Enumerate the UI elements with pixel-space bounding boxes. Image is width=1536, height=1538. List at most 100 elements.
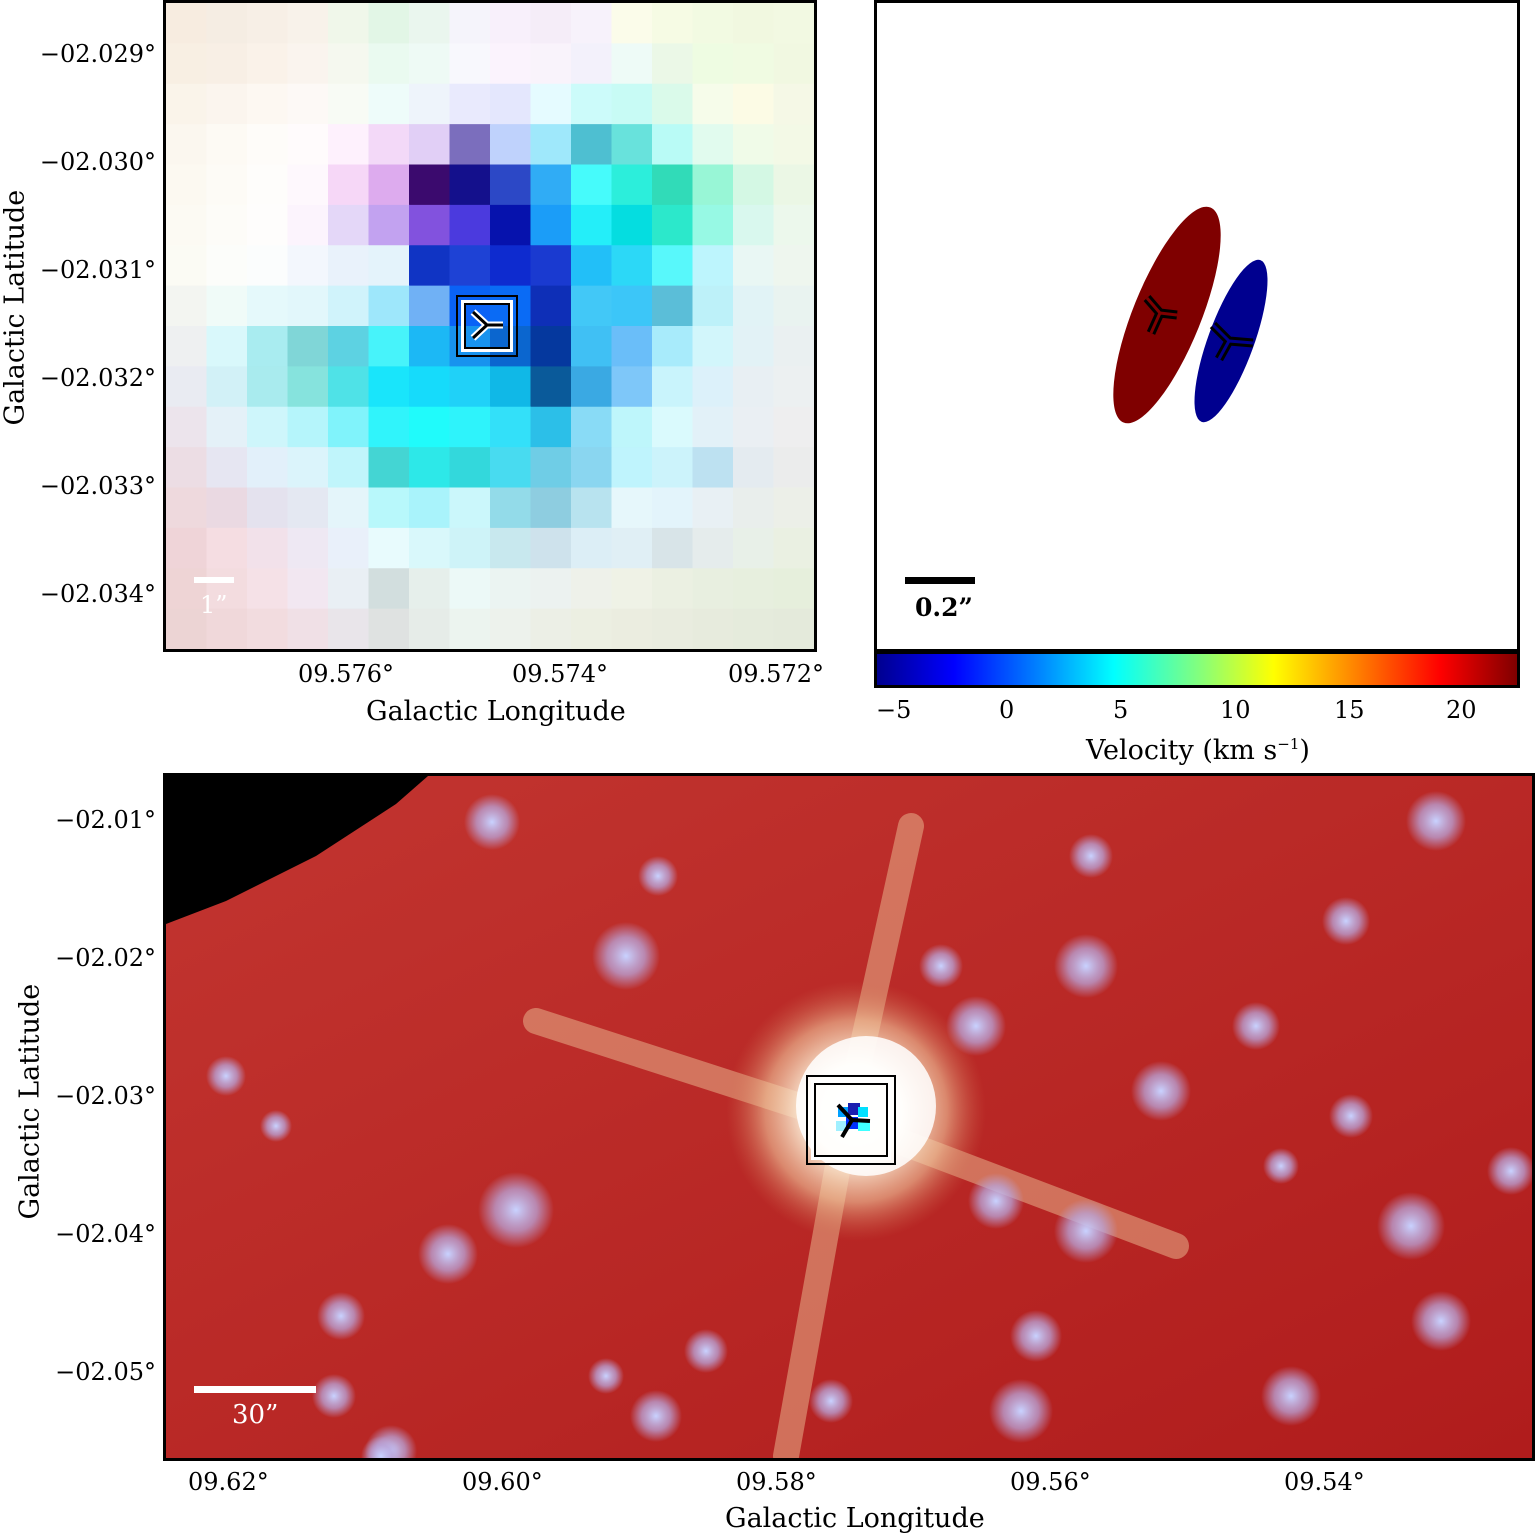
- map-pixel: [409, 124, 451, 166]
- x-axis-label: Galactic Longitude: [366, 696, 626, 727]
- map-pixel: [166, 568, 208, 610]
- map-pixel: [328, 43, 370, 85]
- map-pixel: [611, 43, 653, 85]
- map-pixel: [652, 204, 694, 246]
- map-pixel: [692, 608, 734, 649]
- map-pixel: [287, 326, 329, 367]
- map-pixel: [206, 245, 248, 287]
- map-pixel: [247, 204, 289, 246]
- map-pixel: [409, 487, 451, 529]
- map-pixel: [773, 406, 814, 448]
- map-pixel: [247, 3, 289, 44]
- map-pixel: [733, 285, 775, 327]
- map-pixel: [733, 527, 775, 569]
- map-pixel: [652, 568, 694, 610]
- map-pixel: [206, 83, 248, 125]
- y-tick-label: −02.04°: [55, 1220, 156, 1248]
- map-pixel: [611, 568, 653, 610]
- y-tick-label: −02.031°: [39, 256, 156, 284]
- map-pixel: [449, 447, 491, 489]
- map-pixel: [328, 487, 370, 529]
- map-pixel: [530, 487, 572, 529]
- map-pixel: [166, 285, 208, 327]
- map-pixel: [368, 83, 410, 125]
- map-pixel: [571, 245, 613, 287]
- maser-marker-box: [456, 295, 518, 357]
- map-pixel: [449, 124, 491, 166]
- map-pixel: [368, 3, 410, 44]
- map-pixel: [530, 245, 572, 287]
- map-pixel: [247, 366, 289, 408]
- map-pixel: [530, 326, 572, 367]
- y-axis-label: Galactic Latitude: [14, 983, 46, 1220]
- map-pixel: [571, 285, 613, 327]
- map-pixel: [206, 527, 248, 569]
- map-pixel: [773, 43, 814, 85]
- scale-bar-label: 0.2”: [915, 593, 973, 622]
- map-pixel: [773, 447, 814, 489]
- map-pixel: [530, 43, 572, 85]
- inset-box: [806, 1075, 896, 1165]
- map-pixel: [773, 568, 814, 610]
- map-pixel: [611, 124, 653, 166]
- map-pixel: [571, 568, 613, 610]
- map-pixel: [206, 3, 248, 44]
- map-pixel: [328, 447, 370, 489]
- map-pixel: [692, 43, 734, 85]
- map-pixel: [490, 204, 532, 246]
- map-pixel: [530, 83, 572, 125]
- colorbar-tick: −5: [876, 696, 912, 724]
- map-pixel: [368, 204, 410, 246]
- map-pixel: [166, 406, 208, 448]
- map-pixel: [328, 608, 370, 649]
- map-pixel: [652, 527, 694, 569]
- map-pixel: [166, 608, 208, 649]
- map-pixel: [206, 608, 248, 649]
- map-pixel: [409, 164, 451, 206]
- scale-bar: [194, 577, 234, 583]
- map-pixel: [328, 285, 370, 327]
- map-pixel: [652, 447, 694, 489]
- map-pixel: [368, 326, 410, 367]
- panel-a-velocity-map: 1”: [163, 0, 817, 652]
- map-pixel: [692, 124, 734, 166]
- y-axis-label: Galactic Latitude: [0, 189, 31, 426]
- map-pixel: [206, 568, 248, 610]
- map-pixel: [530, 447, 572, 489]
- map-pixel: [368, 608, 410, 649]
- y-tick-label: −02.034°: [39, 580, 156, 608]
- map-pixel: [206, 447, 248, 489]
- map-pixel: [287, 527, 329, 569]
- map-pixel: [571, 406, 613, 448]
- map-pixel: [368, 285, 410, 327]
- map-pixel: [449, 406, 491, 448]
- map-pixel: [530, 285, 572, 327]
- map-pixel: [530, 3, 572, 44]
- map-pixel: [571, 164, 613, 206]
- map-pixel: [611, 447, 653, 489]
- map-pixel: [692, 326, 734, 367]
- map-pixel: [692, 83, 734, 125]
- map-pixel: [449, 3, 491, 44]
- maser-marker-icon: [470, 309, 503, 341]
- map-pixel: [571, 43, 613, 85]
- map-pixel: [490, 568, 532, 610]
- map-pixel: [328, 204, 370, 246]
- map-pixel: [652, 326, 694, 367]
- map-pixel: [773, 527, 814, 569]
- x-tick-label: 09.574°: [512, 660, 608, 688]
- map-pixel: [611, 204, 653, 246]
- colorbar-tick: 5: [1113, 696, 1129, 724]
- map-pixel: [287, 406, 329, 448]
- map-pixel: [247, 43, 289, 85]
- map-pixel: [287, 608, 329, 649]
- map-pixel: [166, 487, 208, 529]
- y-tick-label: −02.02°: [55, 944, 156, 972]
- map-pixel: [652, 43, 694, 85]
- map-pixel: [247, 83, 289, 125]
- map-pixel: [247, 406, 289, 448]
- map-pixel: [287, 447, 329, 489]
- map-pixel: [409, 43, 451, 85]
- map-pixel: [530, 527, 572, 569]
- map-pixel: [571, 447, 613, 489]
